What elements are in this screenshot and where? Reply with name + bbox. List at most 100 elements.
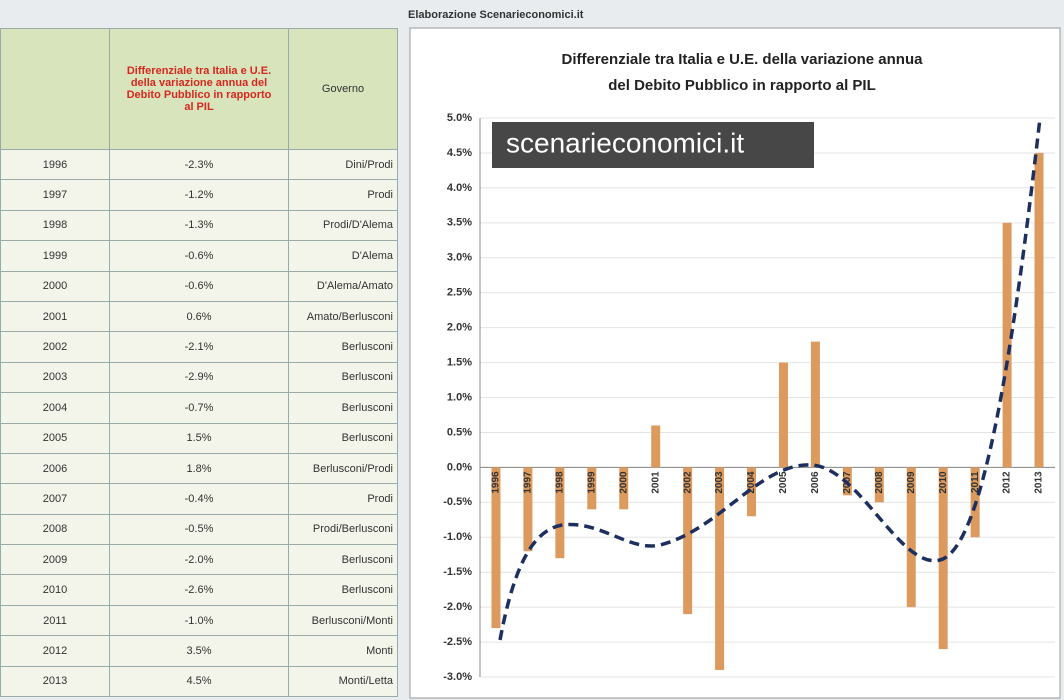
table-cell: Berlusconi: [288, 331, 398, 363]
y-tick-label: -0.5%: [443, 496, 472, 508]
table-cell: D'Alema/Amato: [288, 270, 398, 302]
table-row: 2011 -1.0% Berlusconi/Monti: [0, 604, 398, 637]
y-tick-label: -2.0%: [443, 601, 472, 613]
table-cell: Berlusconi: [288, 544, 398, 576]
table-cell: 1.5%: [109, 422, 289, 454]
table-cell: -0.6%: [109, 240, 289, 272]
bar: [906, 467, 916, 608]
bar: [874, 467, 884, 503]
y-tick-label: 0.5%: [447, 426, 472, 438]
bar: [555, 467, 565, 559]
table-cell: D'Alema: [288, 240, 398, 272]
table-cell: 2012: [0, 635, 110, 667]
table-cell: Prodi: [288, 483, 398, 515]
chart-title: Differenziale tra Italia e U.E. della va…: [562, 51, 924, 68]
table-cell: -2.1%: [109, 331, 289, 363]
table-cell: 2005: [0, 422, 110, 454]
table-cell: -2.0%: [109, 544, 289, 576]
table-cell: 1997: [0, 179, 110, 211]
table-row: 1998 -1.3% Prodi/D'Alema: [0, 209, 398, 242]
table-cell: 1.8%: [109, 452, 289, 485]
table-cell: Prodi: [288, 179, 398, 211]
table-cell: -0.4%: [109, 483, 289, 515]
bar: [651, 425, 661, 468]
y-tick-label: 4.5%: [447, 147, 472, 159]
x-tick-label: 2013: [1034, 471, 1045, 494]
bar: [810, 341, 820, 468]
logo: scenarieconomici.it: [506, 127, 744, 158]
table-cell: Berlusconi/Monti: [288, 604, 398, 637]
x-tick-label: 2002: [682, 471, 693, 494]
y-tick-label: 4.0%: [447, 182, 472, 194]
data-table: Differenziale tra Italia e U.E. della va…: [0, 28, 398, 698]
y-tick-label: -1.5%: [443, 566, 472, 578]
table-row: 1999 -0.6% D'Alema: [0, 240, 398, 272]
table-row: 2002 -2.1% Berlusconi: [0, 331, 398, 363]
table-row: 1996 -2.3% Dini/Prodi: [0, 148, 398, 181]
x-tick-label: 2004: [746, 471, 757, 494]
table-cell: Monti: [288, 635, 398, 667]
header-row: Differenziale tra Italia e U.E. della va…: [0, 28, 398, 150]
x-tick-label: 2008: [874, 471, 885, 494]
bar: [587, 467, 597, 510]
table-row: 2009 -2.0% Berlusconi: [0, 544, 398, 576]
table-cell: 2004: [0, 392, 110, 424]
table-cell: 0.6%: [109, 300, 289, 333]
table-cell: Dini/Prodi: [288, 148, 398, 181]
table-cell: -2.6%: [109, 574, 289, 606]
x-tick-label: 2011: [970, 471, 981, 493]
table-cell: -2.9%: [109, 361, 289, 394]
y-tick-label: 2.0%: [447, 322, 472, 334]
source-note: Elaborazione Scenarieconomici.it: [408, 9, 584, 21]
table-cell: 2011: [0, 604, 110, 637]
table-row: 2007 -0.4% Prodi: [0, 483, 398, 515]
table-row: 2004 -0.7% Berlusconi: [0, 392, 398, 424]
x-tick-label: 2001: [650, 471, 661, 494]
table-cell: -1.0%: [109, 604, 289, 637]
table-cell: 4.5%: [109, 665, 289, 698]
bar: [491, 467, 501, 629]
table-cell: Monti/Letta: [288, 665, 398, 698]
y-tick-label: 0.0%: [447, 461, 472, 473]
table-cell: -1.3%: [109, 209, 289, 242]
bar: [683, 467, 693, 615]
table-cell: 2007: [0, 483, 110, 515]
bar: [1034, 152, 1044, 468]
x-tick-label: 1997: [523, 471, 534, 494]
y-tick-label: 2.5%: [447, 287, 472, 299]
table-row: 2003 -2.9% Berlusconi: [0, 361, 398, 394]
y-tick-label: 3.5%: [447, 217, 472, 229]
y-tick-label: 1.5%: [447, 356, 472, 368]
x-tick-label: 2000: [618, 471, 629, 494]
trend-line: [498, 117, 1042, 641]
table-cell: -0.5%: [109, 513, 289, 546]
table-row: 2008 -0.5% Prodi/Berlusconi: [0, 513, 398, 546]
table-row: 2000 -0.6% D'Alema/Amato: [0, 270, 398, 302]
table-row: 1997 -1.2% Prodi: [0, 179, 398, 211]
table-cell: Berlusconi/Prodi: [288, 452, 398, 485]
logo-box: [492, 122, 814, 168]
table-cell: Berlusconi: [288, 574, 398, 606]
table-cell: -0.6%: [109, 270, 289, 302]
x-tick-label: 1996: [491, 471, 502, 494]
x-tick-label: 2012: [1002, 471, 1013, 494]
table-cell: 2009: [0, 544, 110, 576]
x-tick-label: 2009: [906, 471, 917, 494]
table-cell: Amato/Berlusconi: [288, 300, 398, 333]
table-cell: 2013: [0, 665, 110, 698]
table-cell: Berlusconi: [288, 422, 398, 454]
bar: [523, 467, 533, 552]
x-tick-label: 1998: [555, 471, 566, 494]
bar: [1002, 222, 1012, 468]
table-cell: -1.2%: [109, 179, 289, 211]
bar: [778, 362, 788, 468]
y-tick-label: 5.0%: [447, 112, 472, 124]
bar: [619, 467, 629, 510]
x-tick-label: 2003: [714, 471, 725, 494]
table-cell: 2006: [0, 452, 110, 485]
table-row: 2012 3.5% Monti: [0, 635, 398, 667]
bar: [715, 467, 725, 671]
x-tick-label: 2005: [778, 471, 789, 494]
